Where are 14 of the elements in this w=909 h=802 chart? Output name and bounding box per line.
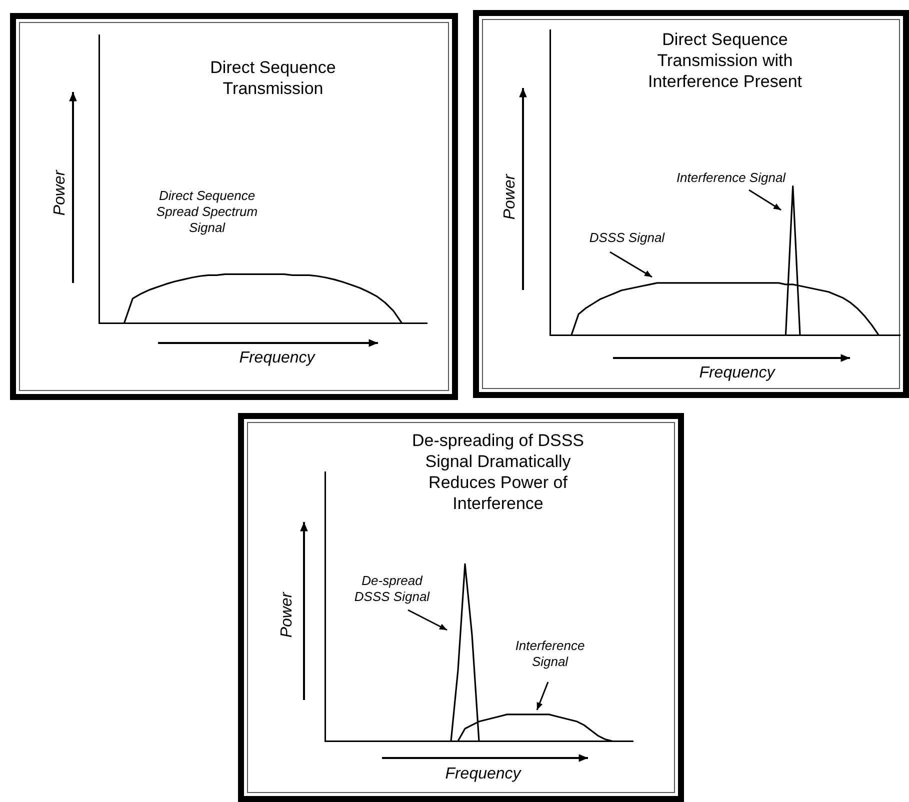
text: DSSS Signal	[589, 230, 666, 246]
text: Interference Signal	[515, 638, 585, 670]
text: Direct Sequence Spread Spectrum Signal	[156, 188, 258, 236]
y-axis-title: Power	[501, 174, 518, 220]
x-axis-title: Frequency	[239, 349, 316, 366]
chart-title: De-spreading of DSSS Signal Dramatically Reduces Power of Interference	[412, 431, 584, 514]
chart-title: Direct Sequence Transmission	[210, 58, 336, 98]
chart-title: Direct Sequence Transmission with Interference Present	[648, 30, 802, 92]
y-axis-title: Power	[278, 592, 296, 638]
x-axis-title: Frequency	[699, 364, 776, 382]
x-axis-title: Frequency	[445, 765, 522, 782]
text: De-spread DSSS Signal	[354, 573, 431, 604]
y-axis-title: Power	[51, 170, 68, 216]
series-label: Interference Signal	[676, 170, 787, 186]
